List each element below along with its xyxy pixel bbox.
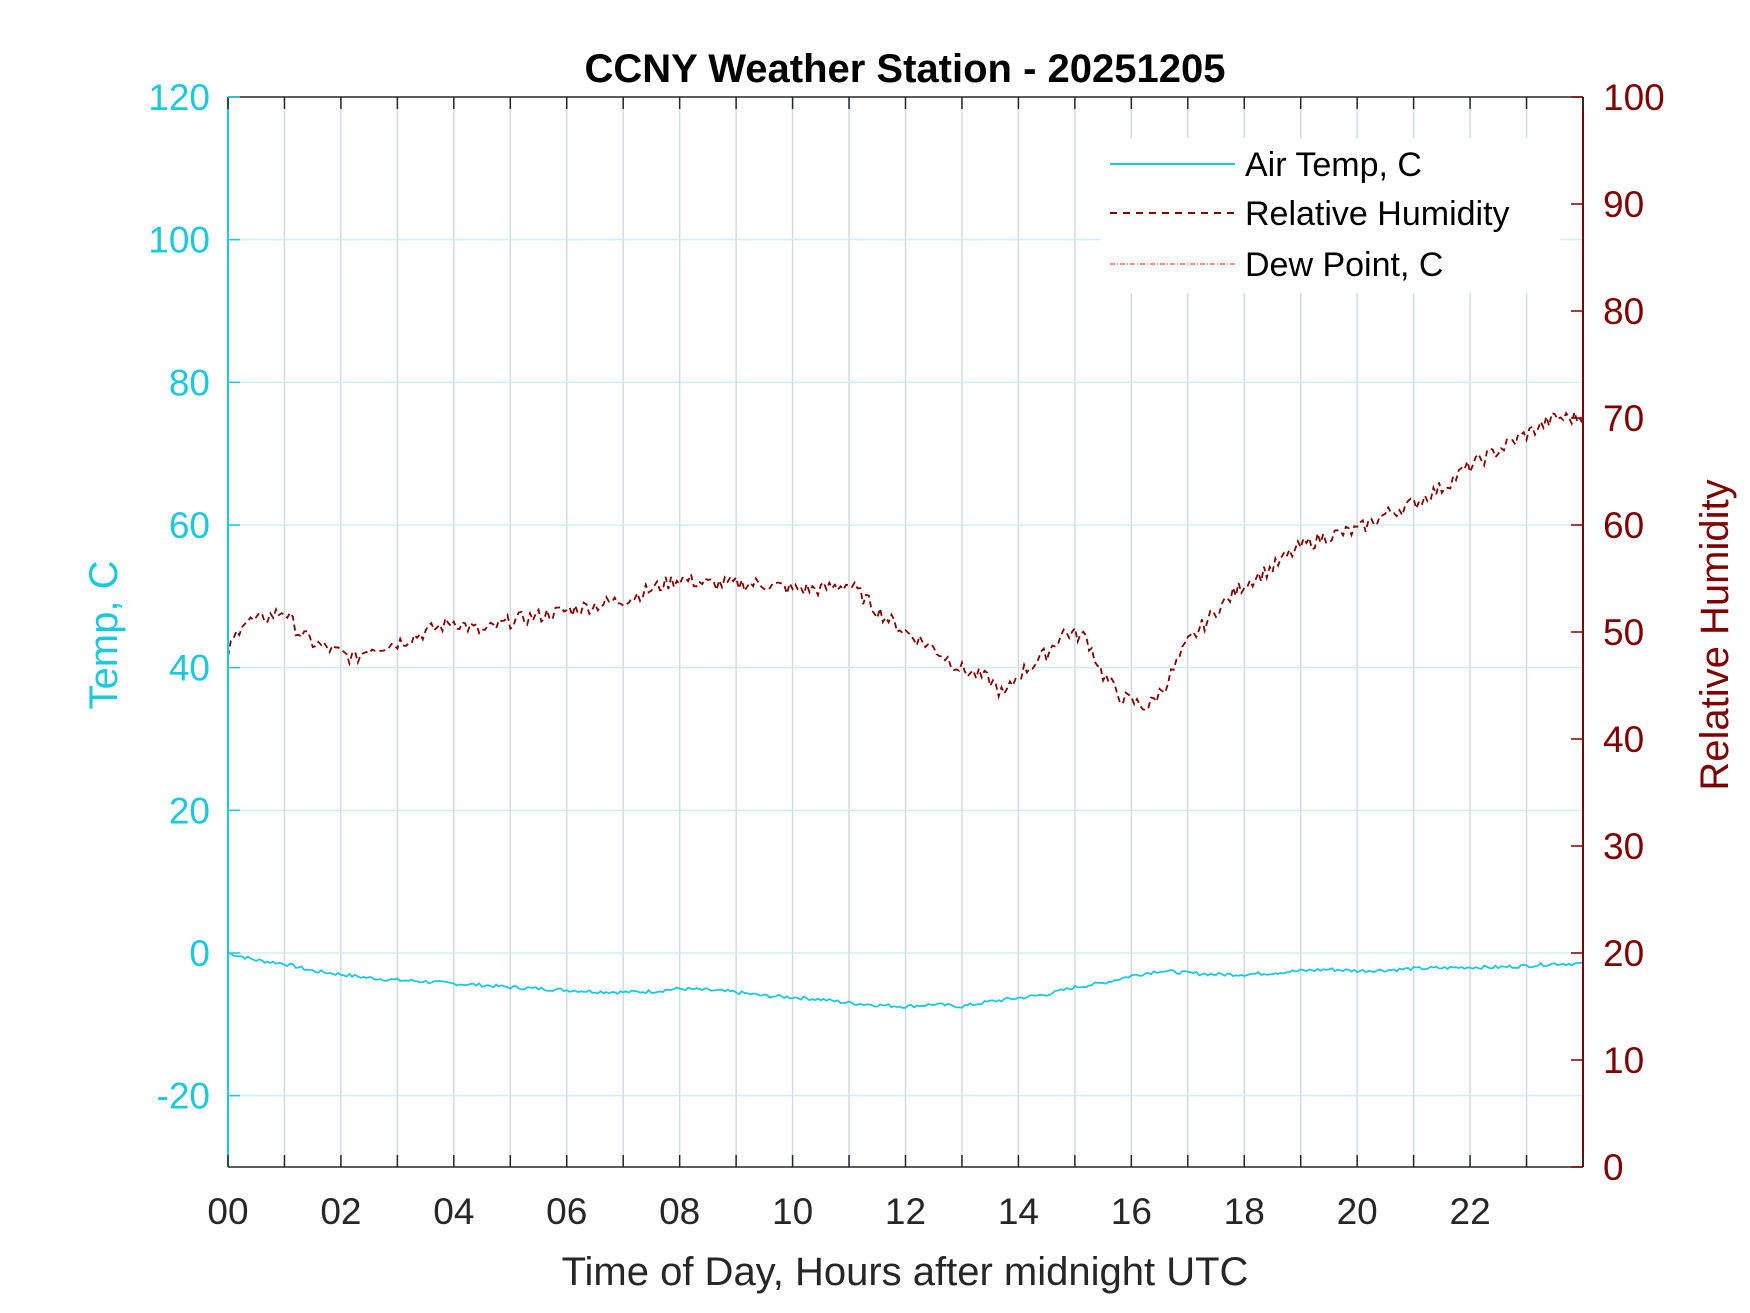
series-relative-humidity-line bbox=[227, 408, 1584, 712]
y-left-tick-label: 80 bbox=[169, 362, 210, 403]
y-right-tick-label: 30 bbox=[1603, 826, 1644, 867]
y-right-tick-label: 0 bbox=[1603, 1147, 1624, 1188]
x-tick-label: 14 bbox=[998, 1191, 1039, 1232]
y-left-tick-label: 20 bbox=[169, 790, 210, 831]
y-left-tick-label: -20 bbox=[157, 1076, 210, 1117]
y-right-tick-label: 20 bbox=[1603, 933, 1644, 974]
legend-label-dew-point: Dew Point, C bbox=[1245, 246, 1443, 284]
y-left-tick-label: 100 bbox=[148, 220, 210, 261]
x-tick-label: 06 bbox=[546, 1191, 587, 1232]
y-left-axis-label: Temp, C bbox=[82, 561, 126, 710]
x-tick-label: 12 bbox=[885, 1191, 926, 1232]
x-tick-label: 10 bbox=[772, 1191, 813, 1232]
y-left-tick-label: 0 bbox=[189, 933, 210, 974]
x-tick-label: 00 bbox=[207, 1191, 248, 1232]
tick-labels: 00 02 04 06 08 10 12 14 16 18 20 22-200204060801001… bbox=[148, 77, 1664, 1232]
y-right-tick-label: 100 bbox=[1603, 77, 1665, 118]
series-air-temp-line bbox=[227, 952, 1584, 1009]
y-right-axis-label: Relative Humidity bbox=[1693, 479, 1737, 790]
y-right-tick-label: 40 bbox=[1603, 719, 1644, 760]
x-tick-label: 18 bbox=[1224, 1191, 1265, 1232]
y-left-tick-label: 120 bbox=[148, 77, 210, 118]
legend-label-humidity: Relative Humidity bbox=[1245, 195, 1510, 233]
legend: Air Temp, C Relative Humidity Dew Point,… bbox=[1100, 138, 1560, 293]
chart-title: CCNY Weather Station - 20251205 bbox=[585, 47, 1226, 91]
y-right-tick-label: 70 bbox=[1603, 398, 1644, 439]
y-left-tick-label: 60 bbox=[169, 505, 210, 546]
y-right-tick-label: 60 bbox=[1603, 505, 1644, 546]
x-axis-label: Time of Day, Hours after midnight UTC bbox=[562, 1250, 1249, 1294]
x-tick-label: 02 bbox=[320, 1191, 361, 1232]
y-right-tick-label: 10 bbox=[1603, 1040, 1644, 1081]
axes bbox=[227, 96, 1584, 1168]
x-tick-label: 16 bbox=[1111, 1191, 1152, 1232]
x-tick-label: 20 bbox=[1337, 1191, 1378, 1232]
x-tick-label: 08 bbox=[659, 1191, 700, 1232]
legend-label-air-temp: Air Temp, C bbox=[1245, 146, 1422, 184]
x-tick-label: 22 bbox=[1450, 1191, 1491, 1232]
y-right-tick-label: 80 bbox=[1603, 291, 1644, 332]
x-tick-label: 04 bbox=[433, 1191, 474, 1232]
series-group bbox=[227, 408, 1584, 1009]
y-right-tick-label: 50 bbox=[1603, 612, 1644, 653]
grid bbox=[228, 97, 1583, 1167]
y-right-tick-label: 90 bbox=[1603, 184, 1644, 225]
y-left-tick-label: 40 bbox=[169, 648, 210, 689]
